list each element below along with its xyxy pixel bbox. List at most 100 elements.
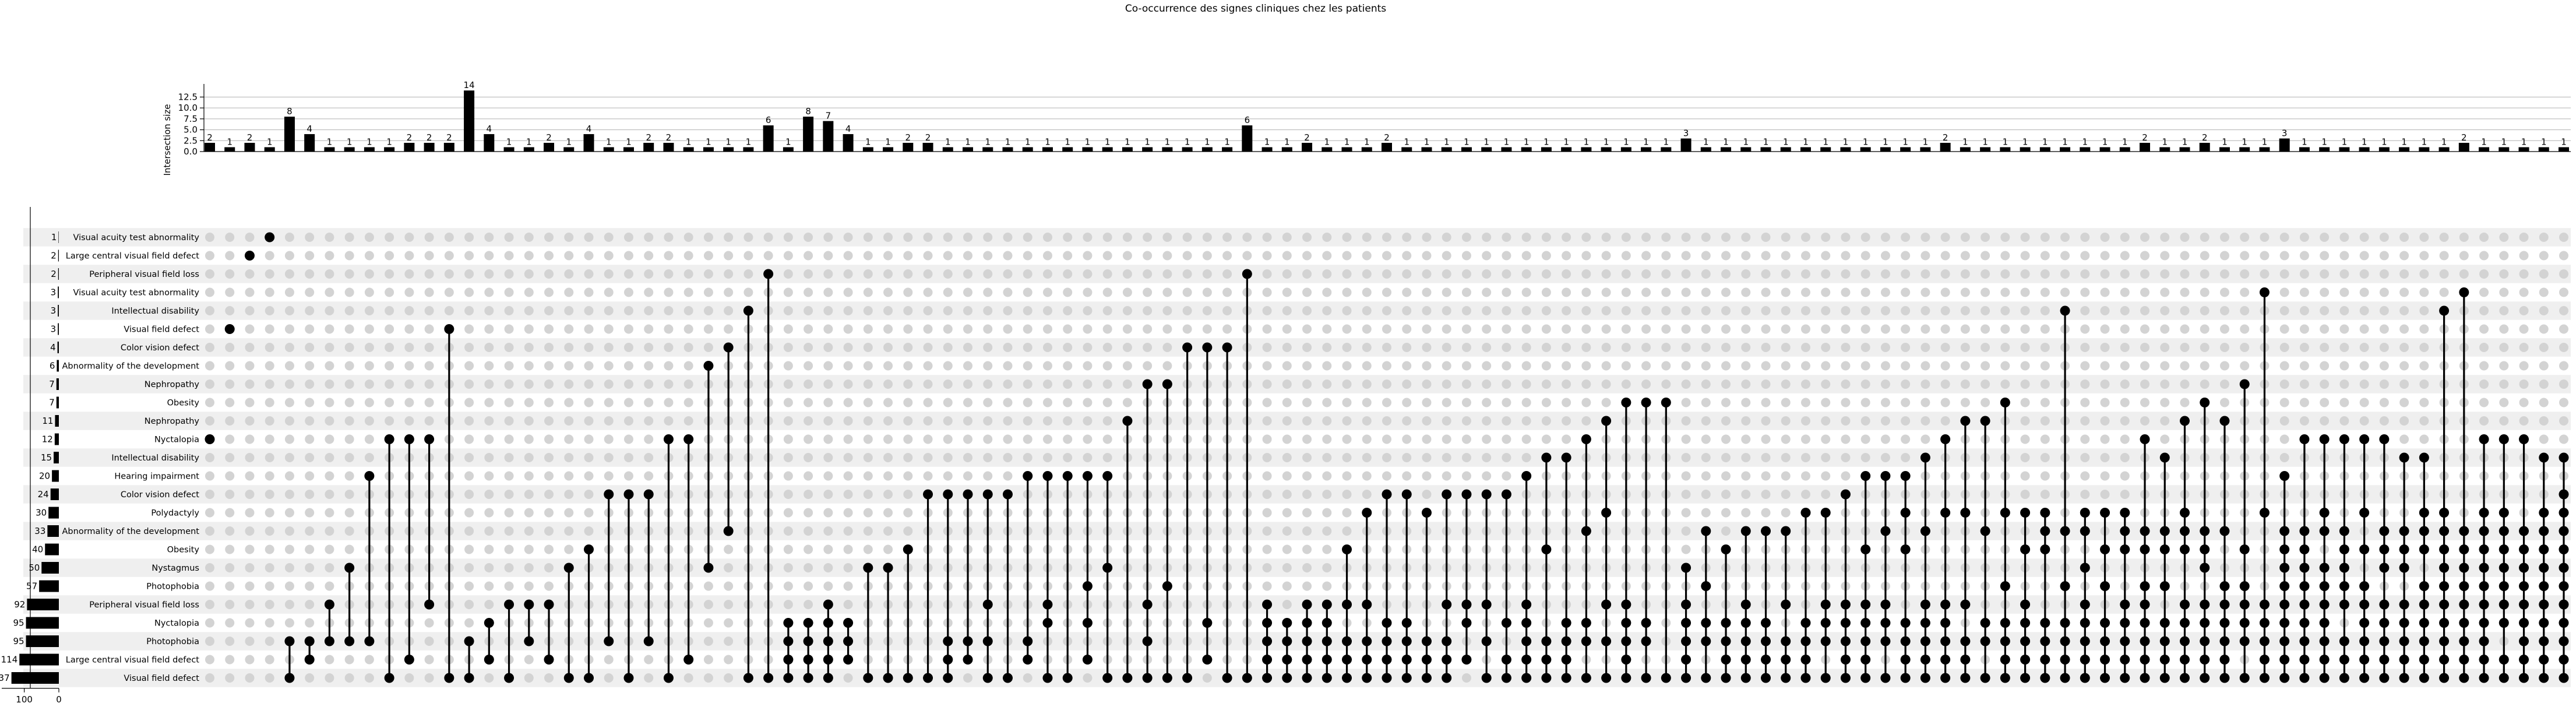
matrix-dot-active bbox=[2179, 599, 2190, 610]
matrix-dot-inactive bbox=[1781, 398, 1791, 407]
intersection-bar bbox=[2119, 147, 2130, 152]
matrix-dot-active bbox=[1322, 636, 1332, 646]
matrix-dot-inactive bbox=[284, 544, 294, 554]
matrix-dot-active bbox=[2419, 599, 2429, 610]
matrix-dot-inactive bbox=[804, 416, 813, 426]
intersection-bar bbox=[1481, 147, 1492, 152]
matrix-dot-active bbox=[2419, 673, 2429, 683]
set-label: Nephropathy bbox=[145, 417, 200, 426]
matrix-dot-inactive bbox=[1322, 434, 1332, 444]
matrix-dot-active bbox=[643, 636, 654, 646]
intersection-bar bbox=[1441, 147, 1452, 152]
bar-value-label: 1 bbox=[1404, 137, 1409, 147]
matrix-dot-inactive bbox=[524, 361, 534, 371]
matrix-dot-inactive bbox=[544, 287, 554, 297]
matrix-dot-inactive bbox=[1402, 251, 1412, 261]
matrix-dot-inactive bbox=[1003, 379, 1013, 389]
matrix-dot-inactive bbox=[1621, 324, 1631, 334]
matrix-dot-active bbox=[2060, 673, 2070, 683]
matrix-dot-active bbox=[2279, 563, 2290, 573]
matrix-dot-inactive bbox=[1063, 434, 1073, 444]
matrix-dot-active bbox=[2479, 655, 2489, 665]
matrix-dot-inactive bbox=[1382, 379, 1391, 389]
intersection-bar bbox=[1182, 147, 1193, 152]
matrix-dot-active bbox=[2100, 673, 2110, 683]
matrix-dot-inactive bbox=[584, 251, 594, 261]
matrix-dot-inactive bbox=[1821, 434, 1831, 444]
intersection-bar bbox=[1680, 138, 1692, 152]
bar-value-label: 1 bbox=[1803, 137, 1809, 147]
matrix-dot-inactive bbox=[843, 379, 853, 389]
matrix-dot-inactive bbox=[2180, 306, 2190, 315]
matrix-dot-active bbox=[484, 618, 494, 628]
matrix-dot-active bbox=[1262, 636, 1273, 646]
matrix-dot-inactive bbox=[1042, 306, 1052, 315]
matrix-dot-active bbox=[2219, 416, 2230, 426]
matrix-dot-inactive bbox=[943, 379, 953, 389]
matrix-dot-inactive bbox=[1003, 361, 1013, 371]
matrix-dot-inactive bbox=[1262, 361, 1272, 371]
matrix-dot-inactive bbox=[923, 251, 933, 261]
matrix-dot-active bbox=[2140, 636, 2150, 646]
matrix-dot-active bbox=[584, 673, 594, 683]
matrix-dot-active bbox=[1860, 673, 1871, 683]
matrix-dot-active bbox=[2539, 655, 2549, 665]
matrix-dot-inactive bbox=[225, 526, 235, 536]
matrix-dot-inactive bbox=[564, 287, 574, 297]
matrix-dot-inactive bbox=[504, 398, 514, 407]
matrix-dot-active bbox=[2219, 599, 2230, 610]
matrix-dot-active bbox=[1162, 581, 1172, 591]
matrix-dot-inactive bbox=[1362, 379, 1372, 389]
matrix-dot-inactive bbox=[903, 233, 913, 242]
matrix-dot-inactive bbox=[265, 453, 274, 462]
matrix-dot-active bbox=[2519, 636, 2529, 646]
matrix-dot-inactive bbox=[664, 398, 674, 407]
matrix-dot-inactive bbox=[2120, 453, 2130, 462]
intersection-bar bbox=[2479, 147, 2490, 152]
matrix-dot-active bbox=[982, 599, 993, 610]
matrix-dot-inactive bbox=[1841, 287, 1851, 297]
matrix-dot-active bbox=[2399, 544, 2409, 554]
matrix-dot-inactive bbox=[903, 269, 913, 279]
matrix-dot-active bbox=[1102, 673, 1113, 683]
matrix-dot-inactive bbox=[564, 324, 574, 334]
matrix-dot-inactive bbox=[2499, 233, 2509, 242]
matrix-dot-active bbox=[1621, 618, 1631, 628]
matrix-dot-inactive bbox=[284, 269, 294, 279]
matrix-dot-active bbox=[2219, 581, 2230, 591]
matrix-dot-inactive bbox=[2080, 306, 2090, 315]
intersection-bar bbox=[942, 147, 953, 152]
matrix-dot-inactive bbox=[1920, 343, 1930, 352]
matrix-dot-active bbox=[384, 434, 394, 444]
matrix-dot-inactive bbox=[843, 673, 853, 683]
matrix-dot-active bbox=[1342, 599, 1352, 610]
matrix-dot-inactive bbox=[484, 581, 494, 591]
matrix-dot-active bbox=[524, 636, 534, 646]
matrix-dot-inactive bbox=[823, 416, 833, 426]
matrix-dot-inactive bbox=[265, 544, 274, 554]
matrix-dot-inactive bbox=[1342, 434, 1352, 444]
matrix-dot-inactive bbox=[1102, 361, 1112, 371]
matrix-dot-inactive bbox=[644, 379, 654, 389]
matrix-dot-active bbox=[2060, 618, 2070, 628]
matrix-dot-inactive bbox=[1362, 269, 1372, 279]
matrix-dot-inactive bbox=[404, 343, 414, 352]
matrix-dot-active bbox=[2379, 655, 2390, 665]
matrix-dot-inactive bbox=[464, 490, 474, 499]
set-size-value-label: 7 bbox=[49, 379, 55, 389]
matrix-dot-inactive bbox=[205, 655, 214, 665]
matrix-dot-inactive bbox=[2499, 269, 2509, 279]
matrix-dot-active bbox=[663, 673, 674, 683]
matrix-dot-inactive bbox=[284, 453, 294, 462]
matrix-dot-inactive bbox=[943, 416, 953, 426]
matrix-dot-inactive bbox=[524, 416, 534, 426]
matrix-dot-inactive bbox=[284, 471, 294, 481]
matrix-dot-inactive bbox=[1701, 251, 1711, 261]
matrix-dot-active bbox=[2299, 673, 2310, 683]
matrix-dot-inactive bbox=[623, 287, 633, 297]
matrix-dot-inactive bbox=[504, 544, 514, 554]
matrix-dot-inactive bbox=[305, 416, 315, 426]
set-size-value-label: 40 bbox=[32, 544, 43, 555]
matrix-dot-inactive bbox=[564, 379, 574, 389]
